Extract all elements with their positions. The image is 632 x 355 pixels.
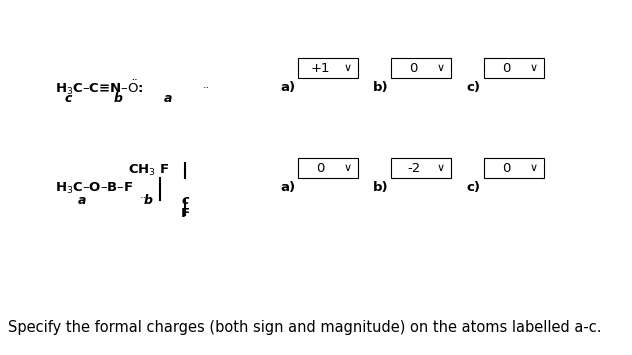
Text: 0: 0 (317, 162, 325, 175)
Text: H$_3$C–O–B–F: H$_3$C–O–B–F (55, 180, 133, 196)
Text: b): b) (373, 181, 389, 195)
Text: c: c (181, 194, 189, 207)
Text: b): b) (373, 82, 389, 94)
Text: a: a (78, 194, 86, 207)
Text: H$_3$C–C≡N–$\ddot{\mathrm{O}}$:: H$_3$C–C≡N–$\ddot{\mathrm{O}}$: (55, 79, 143, 97)
Text: F: F (181, 207, 190, 220)
Text: CH$_3$ F: CH$_3$ F (128, 163, 170, 178)
Text: ..: .. (140, 190, 147, 200)
Text: ..: .. (202, 80, 210, 90)
Text: c): c) (466, 82, 480, 94)
Text: ∨: ∨ (343, 63, 351, 73)
Text: 0: 0 (410, 61, 418, 75)
Text: a): a) (280, 82, 295, 94)
FancyBboxPatch shape (298, 158, 358, 178)
Text: 0: 0 (502, 61, 511, 75)
Text: c): c) (466, 181, 480, 195)
Text: ∨: ∨ (529, 163, 537, 173)
FancyBboxPatch shape (391, 158, 451, 178)
FancyBboxPatch shape (298, 58, 358, 78)
FancyBboxPatch shape (391, 58, 451, 78)
Text: -2: -2 (407, 162, 420, 175)
Text: +1: +1 (311, 61, 331, 75)
Text: ∨: ∨ (436, 63, 444, 73)
Text: 0: 0 (502, 162, 511, 175)
Text: a): a) (280, 181, 295, 195)
Text: b: b (114, 92, 123, 105)
Text: ∨: ∨ (343, 163, 351, 173)
Text: a: a (164, 92, 172, 105)
FancyBboxPatch shape (484, 158, 544, 178)
Text: ∨: ∨ (436, 163, 444, 173)
Text: Specify the formal charges (both sign and magnitude) on the atoms labelled a-c.: Specify the formal charges (both sign an… (8, 320, 602, 335)
Text: c: c (64, 92, 71, 105)
FancyBboxPatch shape (484, 58, 544, 78)
Text: b: b (143, 194, 152, 207)
Text: ∨: ∨ (529, 63, 537, 73)
